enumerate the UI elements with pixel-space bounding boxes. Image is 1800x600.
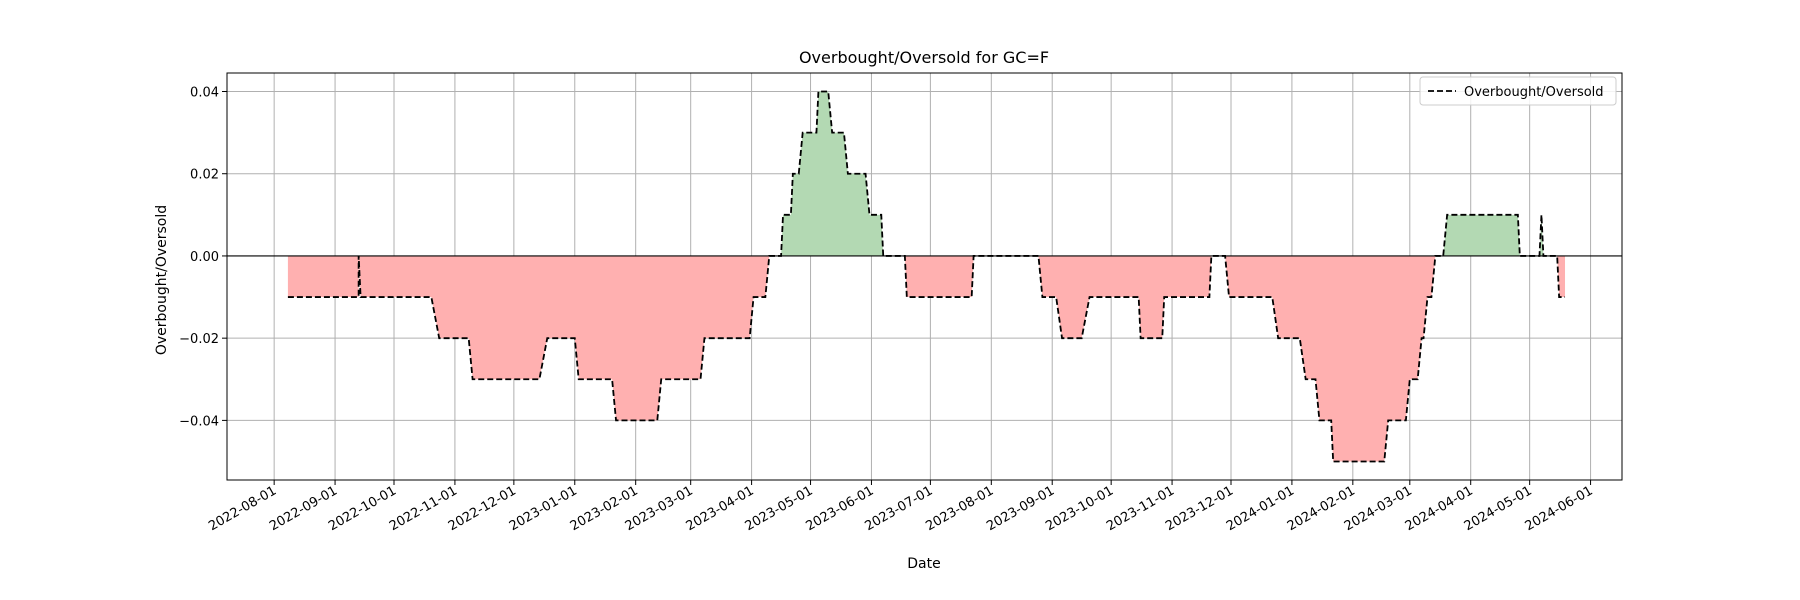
x-tick-label: 2024-06-01 bbox=[1523, 483, 1596, 534]
x-axis-title: Date bbox=[907, 556, 940, 572]
legend: Overbought/Oversold bbox=[1419, 76, 1617, 106]
x-tick-label: 2023-05-01 bbox=[743, 483, 816, 534]
x-tick-label: 2023-10-01 bbox=[1043, 483, 1116, 534]
x-tick-label: 2023-12-01 bbox=[1163, 483, 1236, 534]
line-layer bbox=[287, 90, 1566, 463]
chart-title: Overbought/Oversold for GC=F bbox=[799, 48, 1049, 67]
oversold-area bbox=[287, 255, 1566, 462]
x-tick-label: 2022-12-01 bbox=[446, 483, 519, 534]
y-tick-label: 0.04 bbox=[190, 86, 219, 101]
y-axis-title: Overbought/Oversold bbox=[154, 205, 170, 355]
plot-frame bbox=[226, 72, 1623, 481]
x-tick-label: 2022-08-01 bbox=[206, 483, 279, 534]
y-tick-label: −0.04 bbox=[179, 414, 219, 429]
y-tick-label: −0.02 bbox=[179, 332, 219, 347]
legend-box bbox=[1419, 76, 1617, 106]
x-tick-label: 2023-08-01 bbox=[923, 483, 996, 534]
y-tick-label: 0.02 bbox=[190, 168, 219, 183]
x-tick-label: 2024-05-01 bbox=[1462, 483, 1535, 534]
legend-label: Overbought/Oversold bbox=[1464, 85, 1604, 100]
x-tick-label: 2022-10-01 bbox=[326, 483, 399, 534]
y-tick-label: 0.00 bbox=[190, 250, 219, 265]
fill-layer bbox=[287, 91, 1566, 462]
series-line-overbought-oversold bbox=[287, 90, 1566, 463]
x-tick-label: 2023-01-01 bbox=[507, 483, 580, 534]
x-tick-label: 2024-01-01 bbox=[1224, 483, 1297, 534]
x-tick-label: 2023-07-01 bbox=[862, 483, 935, 534]
